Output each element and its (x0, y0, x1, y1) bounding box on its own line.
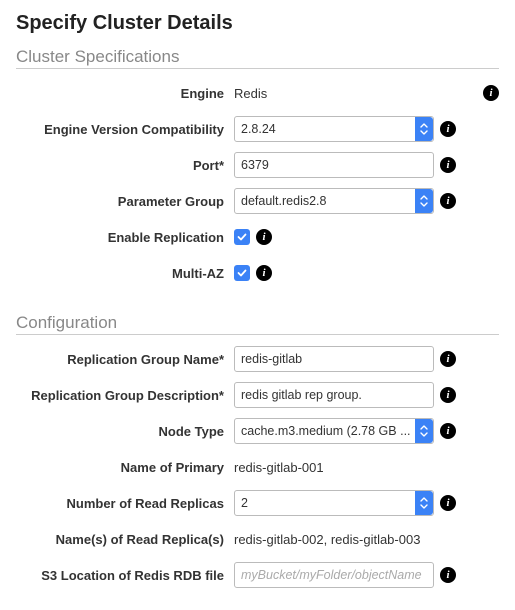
input-replication-group-description[interactable] (234, 382, 434, 408)
chevron-updown-icon (415, 189, 433, 213)
label-port: Port* (16, 158, 234, 173)
row-engine: Engine Redis i (16, 75, 499, 111)
value-name-of-primary: redis-gitlab-001 (234, 460, 324, 475)
chevron-updown-icon (415, 491, 433, 515)
info-icon[interactable]: i (440, 387, 456, 403)
checkbox-enable-replication[interactable] (234, 229, 250, 245)
row-parameter-group: Parameter Group default.redis2.8 i (16, 183, 499, 219)
input-s3-location[interactable] (234, 562, 434, 588)
info-icon[interactable]: i (440, 567, 456, 583)
row-engine-version: Engine Version Compatibility 2.8.24 i (16, 111, 499, 147)
value-read-replica-names: redis-gitlab-002, redis-gitlab-003 (234, 532, 420, 547)
info-icon[interactable]: i (256, 229, 272, 245)
label-multi-az: Multi-AZ (16, 266, 234, 281)
info-icon[interactable]: i (483, 85, 499, 101)
select-number-read-replicas[interactable]: 2 (234, 490, 434, 516)
label-parameter-group: Parameter Group (16, 194, 234, 209)
label-engine-version: Engine Version Compatibility (16, 122, 234, 137)
value-engine: Redis (234, 86, 267, 101)
input-replication-group-name[interactable] (234, 346, 434, 372)
label-engine: Engine (16, 86, 234, 101)
row-name-of-primary: Name of Primary redis-gitlab-001 (16, 449, 499, 485)
info-icon[interactable]: i (440, 351, 456, 367)
section-cluster-specifications: Cluster Specifications (16, 47, 499, 69)
row-replication-group-description: Replication Group Description* i (16, 377, 499, 413)
row-s3-location: S3 Location of Redis RDB file i (16, 557, 499, 593)
row-multi-az: Multi-AZ i (16, 255, 499, 291)
row-port: Port* i (16, 147, 499, 183)
info-icon[interactable]: i (440, 495, 456, 511)
info-icon[interactable]: i (440, 193, 456, 209)
select-engine-version[interactable]: 2.8.24 (234, 116, 434, 142)
section-configuration: Configuration (16, 313, 499, 335)
page-title: Specify Cluster Details (16, 12, 499, 35)
checkbox-multi-az[interactable] (234, 265, 250, 281)
row-number-read-replicas: Number of Read Replicas 2 i (16, 485, 499, 521)
select-value: cache.m3.medium (2.78 GB ... (241, 424, 411, 438)
label-read-replica-names: Name(s) of Read Replica(s) (16, 532, 234, 547)
chevron-updown-icon (415, 419, 433, 443)
select-parameter-group[interactable]: default.redis2.8 (234, 188, 434, 214)
label-replication-group-description: Replication Group Description* (16, 388, 234, 403)
label-number-read-replicas: Number of Read Replicas (16, 496, 234, 511)
row-read-replica-names: Name(s) of Read Replica(s) redis-gitlab-… (16, 521, 499, 557)
label-node-type: Node Type (16, 424, 234, 439)
label-s3-location: S3 Location of Redis RDB file (16, 568, 234, 583)
select-value: 2.8.24 (241, 122, 276, 136)
select-node-type[interactable]: cache.m3.medium (2.78 GB ... (234, 418, 434, 444)
info-icon[interactable]: i (440, 121, 456, 137)
row-node-type: Node Type cache.m3.medium (2.78 GB ... i (16, 413, 499, 449)
label-replication-group-name: Replication Group Name* (16, 352, 234, 367)
chevron-updown-icon (415, 117, 433, 141)
row-replication-group-name: Replication Group Name* i (16, 341, 499, 377)
row-enable-replication: Enable Replication i (16, 219, 499, 255)
select-value: default.redis2.8 (241, 194, 326, 208)
label-enable-replication: Enable Replication (16, 230, 234, 245)
label-name-of-primary: Name of Primary (16, 460, 234, 475)
input-port[interactable] (234, 152, 434, 178)
info-icon[interactable]: i (440, 423, 456, 439)
info-icon[interactable]: i (256, 265, 272, 281)
info-icon[interactable]: i (440, 157, 456, 173)
select-value: 2 (241, 496, 248, 510)
